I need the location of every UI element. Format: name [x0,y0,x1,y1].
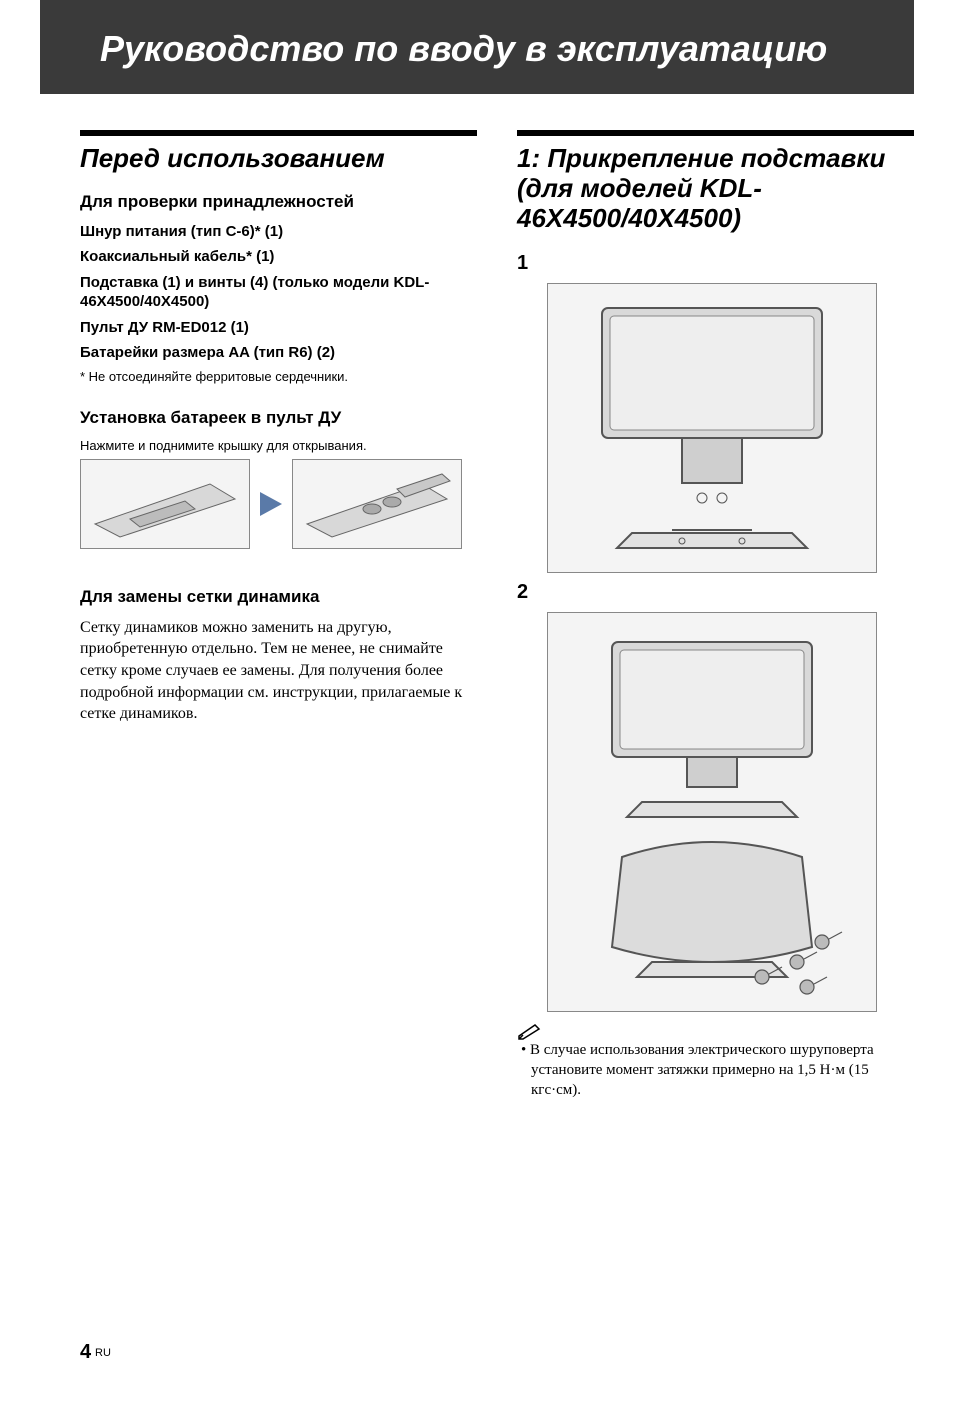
section-rule [80,130,477,136]
chapter-title: Руководство по вводу в эксплуатацию [100,28,874,70]
remote-closed-illustration [80,459,250,549]
remote-illustration-row [80,459,477,549]
arrow-icon [260,492,282,516]
note-block: • В случае использования электрического … [517,1022,914,1101]
note-text: • В случае использования электрического … [517,1040,914,1101]
page-lang: RU [95,1347,111,1359]
speaker-body: Сетку динамиков можно заменить на другую… [80,617,477,725]
content-area: Перед использованием Для проверки принад… [0,94,954,1101]
remote-open-illustration [292,459,462,549]
step-number-2: 2 [517,581,914,604]
left-column: Перед использованием Для проверки принад… [80,130,477,1101]
accessory-item: Подставка (1) и винты (4) (только модели… [80,273,477,312]
footnote: * Не отсоединяйте ферритовые сердечники. [80,369,477,384]
accessory-item: Пульт ДУ RM-ED012 (1) [80,318,477,338]
chapter-header: Руководство по вводу в эксплуатацию [40,0,914,94]
accessory-item: Батарейки размера AA (тип R6) (2) [80,343,477,363]
section-rule [517,130,914,136]
right-column: 1: Прикрепление подставки (для моделей K… [517,130,914,1101]
bullet: • [521,1042,526,1058]
battery-caption: Нажмите и поднимите крышку для открывани… [80,438,477,453]
page-number: 4 RU [80,1341,111,1364]
section-title-before-use: Перед использованием [80,144,477,174]
page-number-value: 4 [80,1341,91,1363]
accessory-item: Коаксиальный кабель* (1) [80,247,477,267]
stand-step2-illustration [547,612,877,1012]
section-title-attach-stand: 1: Прикрепление подставки (для моделей K… [517,144,914,234]
accessories-heading: Для проверки принадлежностей [80,192,477,212]
pencil-note-icon [517,1022,545,1040]
stand-step1-illustration [547,283,877,573]
accessory-item: Шнур питания (тип C-6)* (1) [80,222,477,242]
battery-heading: Установка батареек в пульт ДУ [80,408,477,428]
step-number-1: 1 [517,252,914,275]
note-body: В случае использования электрического шу… [530,1042,874,1099]
speaker-heading: Для замены сетки динамика [80,587,477,607]
